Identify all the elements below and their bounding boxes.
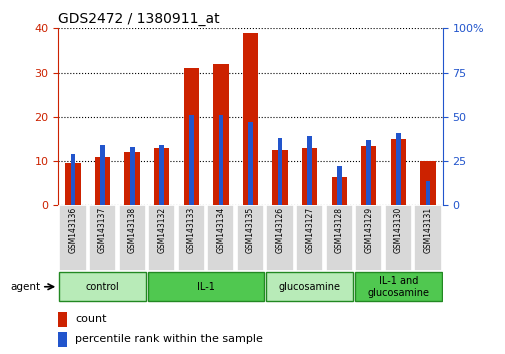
- Text: GSM143126: GSM143126: [275, 207, 284, 253]
- FancyBboxPatch shape: [295, 205, 323, 271]
- Bar: [336, 166, 341, 205]
- Text: GSM143130: GSM143130: [393, 207, 402, 253]
- Text: control: control: [85, 282, 119, 292]
- FancyBboxPatch shape: [236, 205, 264, 271]
- Bar: [129, 147, 134, 205]
- Text: glucosamine: glucosamine: [278, 282, 340, 292]
- Bar: [58, 332, 67, 347]
- Text: GSM143136: GSM143136: [68, 207, 77, 253]
- FancyBboxPatch shape: [118, 205, 145, 271]
- FancyBboxPatch shape: [59, 205, 86, 271]
- FancyBboxPatch shape: [414, 205, 441, 271]
- FancyBboxPatch shape: [89, 205, 116, 271]
- Text: GSM143135: GSM143135: [245, 207, 255, 253]
- FancyBboxPatch shape: [177, 205, 205, 271]
- FancyBboxPatch shape: [266, 273, 352, 301]
- Bar: [71, 154, 75, 205]
- Bar: [183, 68, 198, 205]
- FancyBboxPatch shape: [59, 273, 145, 301]
- Bar: [301, 148, 317, 205]
- Bar: [65, 163, 80, 205]
- Bar: [188, 115, 193, 205]
- FancyBboxPatch shape: [355, 273, 441, 301]
- Text: IL-1 and
glucosamine: IL-1 and glucosamine: [367, 276, 429, 298]
- FancyBboxPatch shape: [355, 205, 382, 271]
- FancyBboxPatch shape: [266, 205, 293, 271]
- Bar: [247, 122, 252, 205]
- Text: GSM143138: GSM143138: [127, 207, 136, 253]
- Bar: [395, 133, 400, 205]
- Bar: [159, 145, 164, 205]
- Bar: [277, 138, 282, 205]
- Text: GSM143132: GSM143132: [157, 207, 166, 253]
- Bar: [154, 148, 169, 205]
- Bar: [218, 115, 223, 205]
- FancyBboxPatch shape: [148, 273, 264, 301]
- Text: agent: agent: [10, 282, 40, 292]
- Bar: [94, 156, 110, 205]
- FancyBboxPatch shape: [207, 205, 234, 271]
- Bar: [307, 136, 312, 205]
- Text: count: count: [75, 314, 107, 324]
- FancyBboxPatch shape: [148, 205, 175, 271]
- Bar: [100, 145, 105, 205]
- Bar: [58, 312, 67, 327]
- Bar: [124, 152, 139, 205]
- Bar: [390, 139, 406, 205]
- Text: GSM143133: GSM143133: [186, 207, 195, 253]
- Text: GSM143127: GSM143127: [305, 207, 314, 253]
- Text: GSM143137: GSM143137: [98, 207, 107, 253]
- Bar: [366, 140, 371, 205]
- Bar: [361, 145, 376, 205]
- Text: GSM143131: GSM143131: [423, 207, 432, 253]
- Text: GSM143128: GSM143128: [334, 207, 343, 253]
- Bar: [420, 161, 435, 205]
- Text: GDS2472 / 1380911_at: GDS2472 / 1380911_at: [58, 12, 219, 26]
- Bar: [331, 177, 346, 205]
- Text: GSM143129: GSM143129: [364, 207, 373, 253]
- Bar: [272, 150, 287, 205]
- Bar: [242, 33, 258, 205]
- FancyBboxPatch shape: [325, 205, 352, 271]
- FancyBboxPatch shape: [384, 205, 411, 271]
- Bar: [425, 181, 429, 205]
- Bar: [213, 64, 228, 205]
- Text: GSM143134: GSM143134: [216, 207, 225, 253]
- Text: IL-1: IL-1: [197, 282, 215, 292]
- Text: percentile rank within the sample: percentile rank within the sample: [75, 334, 263, 344]
